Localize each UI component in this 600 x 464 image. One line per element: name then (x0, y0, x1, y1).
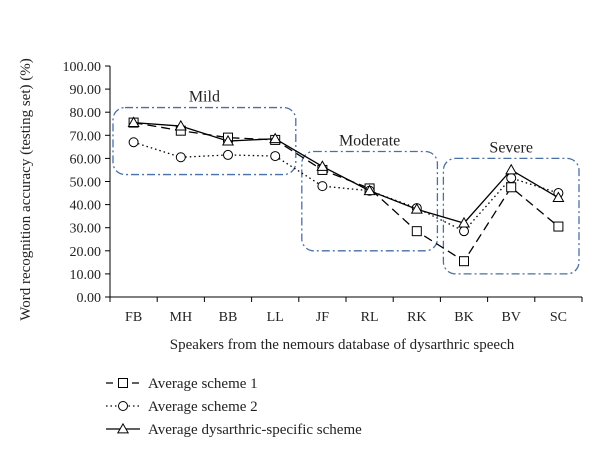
legend-entry: Average scheme 2 (106, 399, 258, 415)
x-ticks: FB MH BB LL JF RL RK BK BV SC (109, 297, 583, 325)
triangle-point-BB (221, 134, 235, 146)
x-axis-title: Speakers from the nemours database of dy… (170, 337, 515, 353)
group-box (442, 157, 580, 275)
group-label: Severe (489, 139, 533, 156)
circle-point-BB (223, 149, 233, 160)
y-tick-label: 60.00 (70, 152, 102, 167)
triangle-point-MH (174, 119, 187, 131)
y-tick-label: 80.00 (70, 106, 102, 121)
y-tick-label: 50.00 (70, 176, 102, 191)
circle-point-BV (506, 173, 517, 184)
y-tick-label: 100.00 (63, 60, 102, 75)
triangle-point-LL (269, 132, 282, 144)
x-tick-label: RK (407, 310, 426, 325)
y-tick-label: 90.00 (70, 83, 102, 98)
x-tick-label: BK (454, 310, 473, 325)
x-tick-label: BB (219, 310, 238, 325)
y-tick-label: 20.00 (70, 245, 102, 260)
series-line (133, 121, 559, 224)
triangle-marker (116, 422, 130, 434)
triangle-point-FB (127, 116, 140, 127)
y-tick-label: 30.00 (70, 222, 102, 237)
x-tick-label: FB (125, 310, 142, 325)
group-label: Mild (189, 89, 220, 106)
legend: Average scheme 1 Average scheme 2 Average … (106, 376, 362, 438)
circle-point-JF (317, 181, 328, 192)
triangle-point-RL (363, 184, 376, 196)
group-box (112, 106, 297, 176)
circle-point-FB (128, 137, 139, 148)
y-tick-label: 40.00 (70, 199, 102, 214)
y-tick-label: 0.00 (77, 291, 102, 306)
triangle-point-BV (505, 163, 518, 175)
square-marker (118, 378, 128, 388)
x-tick-label: BV (501, 310, 520, 325)
x-tick-label: RL (361, 310, 379, 325)
group-label: Moderate (339, 132, 400, 149)
series (127, 116, 565, 267)
triangle-point-BK (457, 216, 471, 228)
series-3 (127, 116, 565, 228)
triangle-point-RK (410, 203, 423, 214)
square-point-BK (459, 256, 469, 267)
series-line (133, 141, 559, 232)
x-tick-label: LL (267, 310, 284, 325)
y-ticks: 0.00 10.00 20.00 30.00 40.00 50.00 60.00 70.00 8… (63, 60, 110, 306)
y-axis-title: Word recognition accuracy (testing set) … (18, 58, 34, 320)
legend-entry: Average scheme 1 (106, 376, 258, 392)
y-tick-label: 10.00 (70, 268, 102, 283)
legend-entry: Average dysarthric-specific scheme (106, 422, 362, 438)
group-box (301, 150, 439, 252)
circle-marker (118, 401, 128, 411)
square-point-RK (411, 226, 422, 237)
x-tick-label: SC (550, 310, 567, 325)
triangle-point-SC (552, 191, 565, 203)
legend-label: Average scheme 2 (148, 399, 258, 415)
legend-label: Average scheme 1 (148, 376, 258, 392)
circle-point-LL (270, 151, 281, 162)
circle-point-MH (175, 152, 186, 163)
square-point-BV (506, 182, 517, 193)
legend-label: Average dysarthric-specific scheme (148, 422, 362, 438)
group-boxes: Mild Moderate Severe (112, 89, 580, 275)
x-tick-label: MH (170, 310, 193, 325)
triangle-point-JF (316, 160, 329, 171)
circle-point-BK (459, 226, 469, 237)
square-point-SC (553, 221, 564, 232)
x-tick-label: JF (316, 310, 329, 325)
y-tick-label: 70.00 (70, 129, 102, 144)
